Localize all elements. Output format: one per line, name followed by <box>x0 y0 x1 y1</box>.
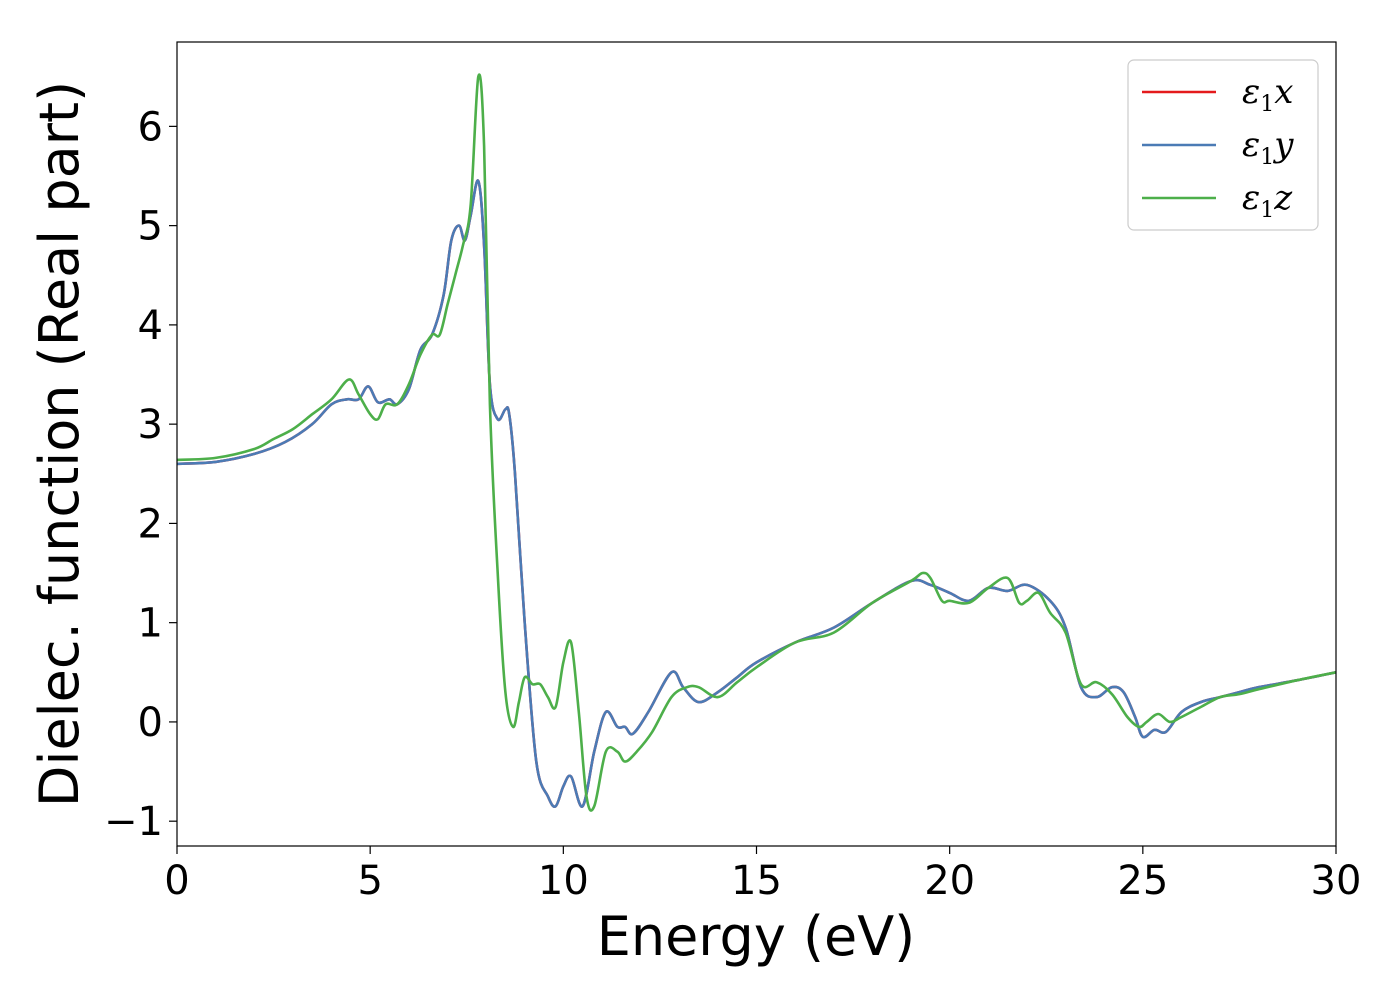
plot-lines <box>177 73 1336 812</box>
y-tick-label: 3 <box>138 402 163 448</box>
x-axis-label: Energy (eV) <box>597 905 916 968</box>
y-axis: −1 0 1 2 3 4 5 6 <box>104 104 177 845</box>
legend: ε1x ε1y ε1z <box>1127 59 1319 231</box>
y-axis-label: Dielec. function (Real part) <box>28 81 91 807</box>
x-tick-label: 25 <box>1117 858 1168 904</box>
x-tick-label: 10 <box>538 858 589 904</box>
y-tick-label: 2 <box>138 501 163 547</box>
x-tick-label: 0 <box>164 858 189 904</box>
x-tick-label: 15 <box>731 858 782 904</box>
y-tick-label: 6 <box>138 104 163 150</box>
y-tick-label: 4 <box>138 303 163 349</box>
x-axis: 0 5 10 15 20 25 30 <box>164 846 1361 904</box>
x-tick-label: 30 <box>1311 858 1362 904</box>
legend-label-x: ε1x <box>1242 72 1293 117</box>
y-tick-label: 5 <box>138 204 163 250</box>
x-tick-label: 20 <box>924 858 975 904</box>
x-tick-label: 5 <box>357 858 382 904</box>
legend-box <box>1127 59 1319 231</box>
y-tick-label: −1 <box>104 799 163 845</box>
series-line-x <box>177 179 1336 808</box>
series-line-z <box>177 73 1336 812</box>
y-tick-label: 1 <box>138 601 163 647</box>
y-tick-label: 0 <box>138 700 163 746</box>
legend-label-y: ε1y <box>1242 125 1294 170</box>
legend-label-z: ε1z <box>1242 178 1293 223</box>
series-line-y <box>177 179 1336 808</box>
